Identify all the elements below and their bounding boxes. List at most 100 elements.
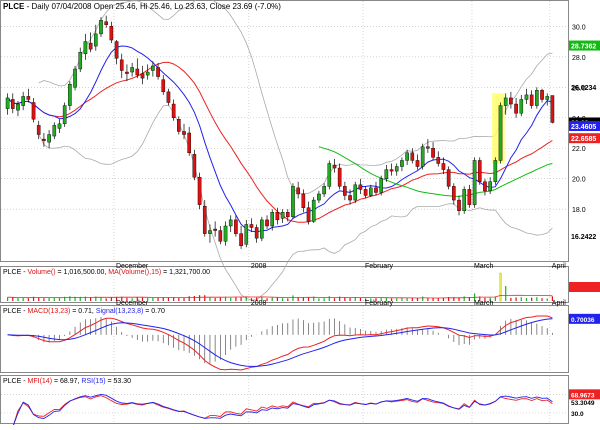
volume-bar (297, 297, 299, 301)
volume-bar (69, 296, 71, 301)
candle (202, 200, 207, 237)
volume-bar (27, 298, 29, 301)
candle-body (47, 134, 51, 143)
mfi-header-value2: = 53.30 (106, 378, 132, 385)
candle-body (182, 131, 186, 135)
mfi-badge-bg (569, 389, 600, 400)
volume-bar (505, 286, 507, 301)
candle (431, 142, 435, 161)
macd-header-value2: = 0.70 (143, 308, 165, 315)
mfi-panel-frame (0, 375, 569, 424)
volume-bar (219, 297, 221, 301)
volume-bar (261, 296, 263, 301)
candle-body (83, 41, 88, 54)
volume-bar (188, 296, 190, 301)
candle (550, 95, 555, 124)
candle (488, 177, 492, 194)
candle (400, 157, 404, 172)
volume-bar (235, 297, 237, 301)
candle-body (535, 90, 539, 106)
price-header-ticker: PLCE (3, 2, 25, 11)
candle-body (218, 230, 223, 242)
macd-line (7, 315, 553, 371)
candle-body (483, 181, 487, 192)
candle (405, 149, 409, 166)
candle (228, 215, 233, 233)
mfi-tick-label: 68.9673 (571, 392, 595, 399)
mfi-header-label1: MFI(14) (28, 378, 53, 385)
candle (332, 158, 337, 173)
volume-bar (162, 297, 164, 301)
candle-body (125, 71, 129, 74)
x-axis-label-lower: February (365, 300, 394, 307)
candle-body (285, 212, 290, 218)
mfi-header: PLCE - MFI(14) = 68.97, RSI(15) = 53.30 (3, 378, 131, 385)
candle (368, 184, 373, 198)
volume-bar (250, 298, 253, 301)
candle-body (446, 169, 451, 187)
candle-body (228, 219, 233, 227)
candle (156, 62, 160, 80)
price-badge-label: 23.4605 (571, 124, 596, 131)
candle (104, 15, 108, 28)
candle-body (88, 42, 93, 50)
candle-body (280, 212, 285, 219)
volume-bar (84, 296, 87, 301)
volume-bar (422, 296, 424, 301)
candle-body (130, 67, 134, 73)
candle (353, 181, 358, 204)
bands-layer (38, 0, 553, 301)
volume-bar (32, 296, 35, 301)
candle-body (301, 193, 306, 208)
price-tick-label: 26.0 (572, 85, 586, 92)
price-badge-bg (569, 120, 600, 131)
volume-bar (256, 297, 258, 301)
candle (394, 163, 399, 176)
price-tick-label: 22.0 (572, 146, 586, 153)
price-tick-label: 30.0 (572, 24, 586, 31)
volume-bar (463, 296, 465, 301)
macd-badge-bg (569, 313, 600, 324)
volume-bar (484, 297, 486, 301)
volume-bar (110, 297, 112, 301)
volume-bar (64, 296, 66, 301)
macd-header: PLCE - MACD(13,23) = 0.71, Signal(13,23,… (3, 308, 165, 315)
price-badge-label: 22.6585 (571, 136, 596, 143)
candle (52, 122, 57, 140)
candle (446, 166, 451, 190)
candle (130, 62, 134, 77)
mfi-header-label2: RSI(15) (81, 378, 105, 385)
axis-labels-layer: 30.028.026.024.022.020.018.0DecemberDece… (116, 24, 600, 307)
volume-bar (370, 298, 372, 301)
candle (462, 186, 467, 214)
volume-bar (100, 297, 102, 301)
candle (493, 157, 498, 185)
price-tick-label: 20.0 (572, 177, 586, 184)
candle (379, 175, 383, 196)
candle (420, 143, 425, 170)
candle (337, 163, 342, 190)
candle (306, 201, 311, 225)
volume-bar (333, 298, 336, 301)
volume-bar (271, 297, 273, 301)
candle-body (57, 123, 62, 129)
candle-body (400, 160, 404, 167)
mfi-line (12, 395, 553, 428)
volume-bar (525, 298, 528, 301)
price-badge-label: 26.0234 (571, 85, 596, 92)
candle (389, 163, 394, 176)
candle-body (26, 96, 31, 100)
candle-body (452, 186, 456, 201)
candle-body (540, 90, 544, 100)
candle (358, 178, 363, 194)
candle-body (244, 224, 249, 245)
candle (42, 133, 46, 147)
volume-bar (515, 297, 517, 301)
candle-body (420, 146, 425, 167)
volume-bar (17, 298, 19, 301)
candle (197, 172, 202, 210)
volume-bar (105, 298, 107, 301)
candle-body (99, 19, 103, 35)
candle-body (405, 152, 409, 161)
candle (249, 218, 254, 233)
